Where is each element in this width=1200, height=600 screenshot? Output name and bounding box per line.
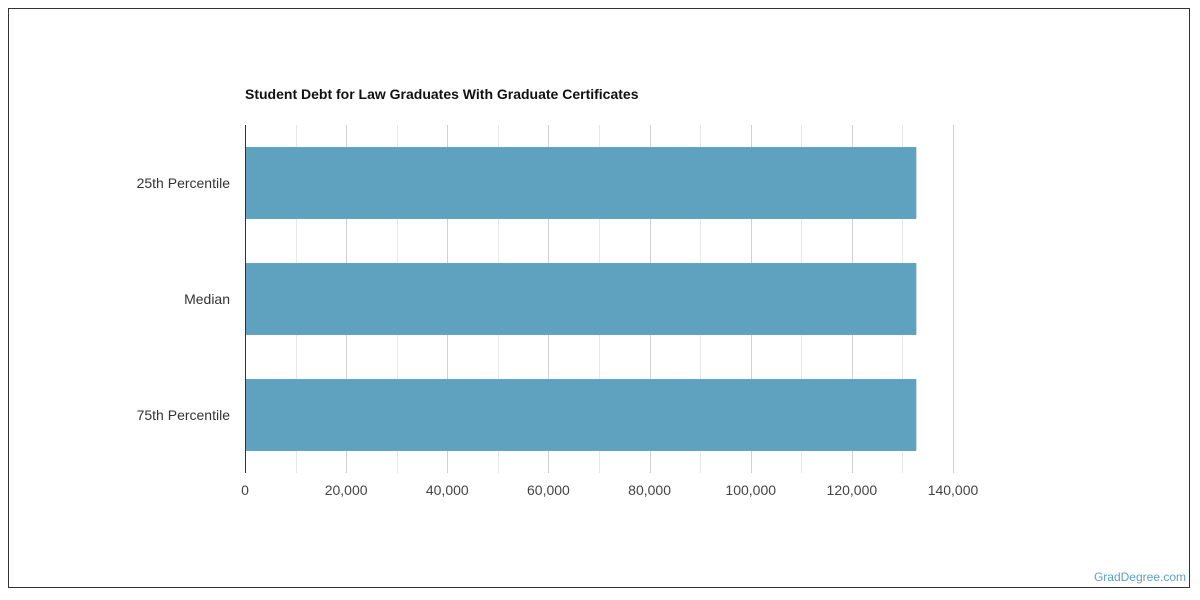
x-tick-label: 0 (241, 482, 249, 498)
x-tick-label: 140,000 (928, 482, 979, 498)
bar (245, 263, 917, 335)
source-watermark[interactable]: GradDegree.com (1093, 570, 1186, 584)
chart-title: Student Debt for Law Graduates With Grad… (245, 86, 639, 102)
category-label: 75th Percentile (137, 407, 231, 423)
x-tick-label: 20,000 (325, 482, 368, 498)
x-tick-label: 80,000 (628, 482, 671, 498)
x-tick-label: 60,000 (527, 482, 570, 498)
bar (245, 147, 917, 219)
x-tick-label: 120,000 (827, 482, 878, 498)
axis-labels: 25th Percentile Median 75th Percentile 0 20,… (137, 175, 979, 498)
bar (245, 379, 917, 451)
bars (245, 147, 917, 451)
category-label: 25th Percentile (137, 175, 231, 191)
category-label: Median (184, 291, 230, 307)
x-tick-label: 40,000 (426, 482, 469, 498)
x-tick-label: 100,000 (725, 482, 776, 498)
